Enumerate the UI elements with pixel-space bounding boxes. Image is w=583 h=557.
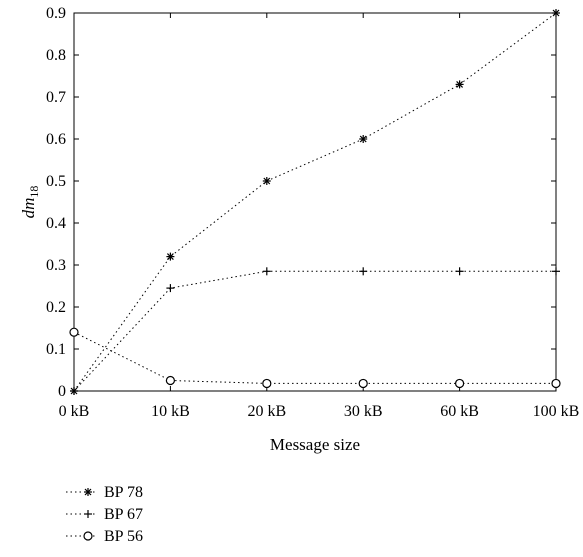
y-tick-label: 0 [58,383,66,400]
marker-stroke [165,375,175,386]
data-point [359,135,368,143]
marker-stroke [358,378,368,389]
legend-marker [84,488,92,496]
series-bp-78 [70,9,560,395]
marker-stroke [69,327,79,337]
series-line [73,331,556,384]
chart-axes: 0 0.1 0.2 0.3 0.4 0.5 0.6 0.7 0.8 0.9 0 kB 10 kB 20 … [19,5,579,454]
data-point [552,267,560,276]
legend-item: BP 67 [66,506,143,523]
series-line [73,12,557,392]
y-axis-title-subscript: 18 [27,186,41,198]
data-point [551,378,561,389]
chart-series [69,9,561,395]
x-tick-label: 60 kB [440,403,479,420]
x-tick-label: 30 kB [344,403,383,420]
legend-label: BP 67 [104,506,143,523]
data-point [455,267,464,276]
data-point [70,387,78,395]
data-point [166,284,175,293]
y-tick-label: 0.8 [46,47,66,64]
data-point [359,267,368,276]
legend-item: BP 78 [66,484,143,501]
marker-stroke [359,135,367,143]
marker-stroke [166,253,174,261]
x-tick-label: 10 kB [151,403,190,420]
legend-marker [83,531,93,541]
y-tick-label: 0.9 [46,5,66,22]
marker-stroke [552,9,560,17]
data-point [358,378,368,389]
y-axis-title: dm18 [19,186,41,219]
marker-stroke [455,378,465,389]
legend-label: BP 78 [104,484,143,501]
data-point [262,378,272,389]
plot-frame [73,12,557,392]
x-axis-title: Message size [270,435,360,454]
marker-stroke [84,488,92,496]
data-point [69,327,79,337]
y-tick-label: 0.3 [46,257,66,274]
y-tick-label: 0.1 [46,341,66,358]
y-tick-label: 0.4 [46,215,66,232]
data-point [262,267,271,276]
y-tick-label: 0.2 [46,299,66,316]
data-point [165,375,175,386]
y-tick-label: 0.6 [46,131,66,148]
legend-item: BP 56 [66,528,143,545]
x-tick-label: 0 kB [59,403,90,420]
legend-label: BP 56 [104,528,143,545]
marker-stroke [263,177,271,185]
series-bp-56 [69,327,561,389]
data-point [455,378,465,389]
marker-stroke [456,80,464,88]
data-point [262,177,271,185]
marker-stroke [262,378,272,389]
x-tick-label: 100 kB [533,403,580,420]
y-tick-label: 0.7 [46,89,66,106]
x-tick-label: 20 kB [247,403,286,420]
data-point [166,252,175,261]
series-bp-67 [70,267,560,395]
marker-stroke [551,378,561,389]
data-point [455,80,464,89]
y-tick-label: 0.5 [46,173,66,190]
series-line [73,270,556,392]
data-point [552,9,560,17]
y-axis-title-main: dm [19,198,38,219]
chart-legend: BP 78 BP 67 BP 56 [66,484,143,545]
legend-marker [84,510,92,518]
marker-stroke [83,531,93,541]
